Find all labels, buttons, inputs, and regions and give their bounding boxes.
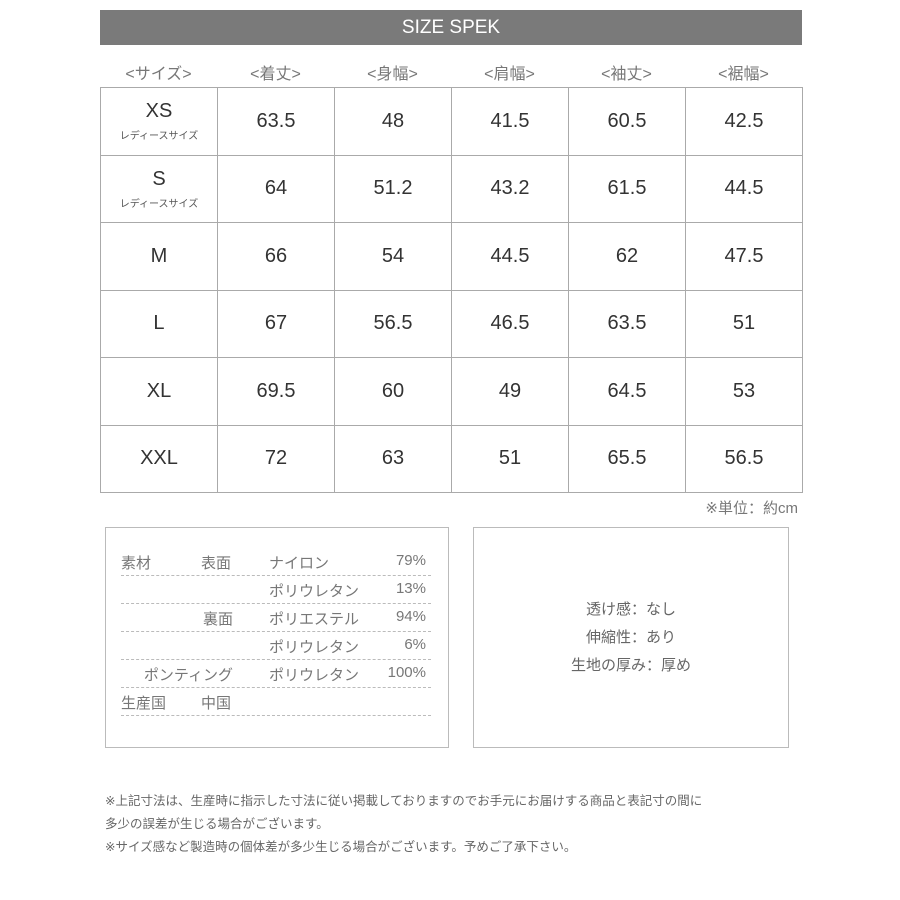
material-label: 生産国 xyxy=(121,695,167,712)
material-part: 表面 xyxy=(201,555,232,572)
measure-cell: 66 xyxy=(216,222,335,291)
material-row: ポンティング ポリウレタン 100% xyxy=(121,660,431,688)
table-row: S レディースサイズ 64 51.2 43.2 61.5 44.5 xyxy=(100,154,804,223)
material-part: 中国 xyxy=(201,695,232,712)
column-header: <身幅> xyxy=(367,66,418,83)
table-row: L 67 56.5 46.5 63.5 51 xyxy=(100,289,804,358)
column-header: <裾幅> xyxy=(718,66,769,83)
measure-cell: 61.5 xyxy=(567,154,686,223)
material-fiber: ポリウレタン xyxy=(269,583,360,600)
measure-cell: 63 xyxy=(333,424,452,493)
notes: ※上記寸法は、生産時に指示した寸法に従い掲載しておりますのでお手元にお届けする商… xyxy=(105,790,702,859)
table-row: XS レディースサイズ 63.5 48 41.5 60.5 42.5 xyxy=(100,87,804,156)
size-cell: XXL xyxy=(100,424,218,493)
material-fiber: ポリエステル xyxy=(269,611,360,628)
size-note: レディースサイズ xyxy=(119,131,199,143)
material-box: 素材 表面 ナイロン 79% ポリウレタン 13% 裏面 ポリエステル 94% … xyxy=(105,527,449,748)
size-spec-title: SIZE SPEK xyxy=(100,10,802,45)
measure-cell: 47.5 xyxy=(684,222,804,291)
measure-cell: 60.5 xyxy=(567,87,686,156)
measure-cell: 60 xyxy=(333,357,452,426)
material-percent: 6% xyxy=(404,636,426,653)
measure-cell: 51 xyxy=(684,289,804,358)
table-row: XXL 72 63 51 65.5 56.5 xyxy=(100,424,804,493)
size-note: レディースサイズ xyxy=(119,198,199,210)
feature-transparency: 透け感：なし xyxy=(585,600,676,618)
material-row: 生産国 中国 xyxy=(121,688,431,716)
note-line: ※上記寸法は、生産時に指示した寸法に従い掲載しておりますのでお手元にお届けする商… xyxy=(105,794,703,808)
measure-cell: 44.5 xyxy=(684,154,804,223)
size-cell: L xyxy=(100,289,218,358)
measure-cell: 54 xyxy=(333,222,452,291)
size-label: XL xyxy=(146,379,172,402)
size-label: XXL xyxy=(140,447,178,470)
size-label: L xyxy=(153,312,165,335)
material-row: 裏面 ポリエステル 94% xyxy=(121,604,431,632)
material-fiber: ポリウレタン xyxy=(269,639,360,656)
material-percent: 100% xyxy=(387,664,426,681)
note-line: 多少の誤差が生じる場合がございます。 xyxy=(105,817,329,831)
column-headers: <サイズ> <着丈> <身幅> <肩幅> <袖丈> <裾幅> xyxy=(100,60,802,84)
size-cell: XS レディースサイズ xyxy=(100,87,218,156)
measure-cell: 56.5 xyxy=(333,289,452,358)
table-row: M 66 54 44.5 62 47.5 xyxy=(100,222,804,291)
measure-cell: 53 xyxy=(684,357,804,426)
note-line: ※サイズ感など製造時の個体差が多少生じる場合がございます。予めご了承下さい。 xyxy=(105,840,577,854)
size-cell: S レディースサイズ xyxy=(100,154,218,223)
measure-cell: 62 xyxy=(567,222,686,291)
measure-cell: 67 xyxy=(216,289,335,358)
measure-cell: 64 xyxy=(216,154,335,223)
material-row: ポリウレタン 13% xyxy=(121,576,431,604)
material-label: 素材 xyxy=(121,555,152,572)
material-percent: 94% xyxy=(395,608,426,625)
size-label: XS xyxy=(145,100,173,123)
unit-note: ※単位：約cm xyxy=(705,500,798,517)
measure-cell: 72 xyxy=(216,424,335,493)
measure-cell: 48 xyxy=(333,87,452,156)
measure-cell: 63.5 xyxy=(567,289,686,358)
measure-cell: 64.5 xyxy=(567,357,686,426)
column-header: <サイズ> xyxy=(125,66,192,83)
measure-cell: 44.5 xyxy=(450,222,569,291)
measure-cell: 41.5 xyxy=(450,87,569,156)
feature-box: 透け感：なし 伸縮性：あり 生地の厚み：厚め xyxy=(473,527,789,748)
size-label: M xyxy=(150,244,168,267)
measure-cell: 65.5 xyxy=(567,424,686,493)
measure-cell: 63.5 xyxy=(216,87,335,156)
size-cell: M xyxy=(100,222,218,291)
size-label: S xyxy=(152,167,166,190)
material-percent: 79% xyxy=(395,552,426,569)
material-row: 素材 表面 ナイロン 79% xyxy=(121,548,431,576)
feature-thickness: 生地の厚み：厚め xyxy=(570,656,691,674)
measure-cell: 43.2 xyxy=(450,154,569,223)
material-part: 裏面 xyxy=(202,611,233,628)
material-fiber: ナイロン xyxy=(269,555,330,572)
measure-cell: 51 xyxy=(450,424,569,493)
feature-stretch: 伸縮性：あり xyxy=(585,628,676,646)
size-table: XS レディースサイズ 63.5 48 41.5 60.5 42.5 S レディースサイズ 64 5… xyxy=(100,87,804,493)
measure-cell: 42.5 xyxy=(684,87,804,156)
measure-cell: 46.5 xyxy=(450,289,569,358)
column-header: <着丈> xyxy=(250,66,301,83)
material-fiber: ポリウレタン xyxy=(269,667,360,684)
measure-cell: 56.5 xyxy=(684,424,804,493)
column-header: <袖丈> xyxy=(601,66,652,83)
table-row: XL 69.5 60 49 64.5 53 xyxy=(100,357,804,426)
material-percent: 13% xyxy=(395,580,426,597)
size-cell: XL xyxy=(100,357,218,426)
material-part: ポンティング xyxy=(143,667,233,684)
material-row: ポリウレタン 6% xyxy=(121,632,431,660)
measure-cell: 69.5 xyxy=(216,357,335,426)
column-header: <肩幅> xyxy=(484,66,535,83)
measure-cell: 49 xyxy=(450,357,569,426)
measure-cell: 51.2 xyxy=(333,154,452,223)
